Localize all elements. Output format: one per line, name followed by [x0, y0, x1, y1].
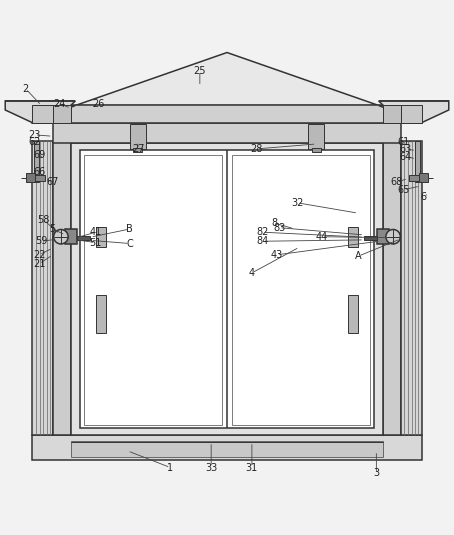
Bar: [32, 435, 422, 460]
Text: 21: 21: [33, 259, 45, 269]
Text: 33: 33: [205, 463, 217, 472]
Bar: [32, 105, 422, 123]
Text: 28: 28: [250, 144, 262, 154]
Bar: [71, 441, 383, 457]
Text: 22: 22: [33, 250, 45, 260]
Text: 27: 27: [133, 144, 145, 154]
Text: 1: 1: [168, 463, 173, 472]
Bar: [308, 124, 324, 149]
Bar: [34, 141, 39, 181]
Text: B: B: [126, 224, 133, 234]
Text: 3: 3: [373, 469, 380, 478]
Polygon shape: [5, 101, 75, 123]
Bar: [96, 227, 106, 247]
Bar: [71, 143, 383, 435]
Bar: [96, 295, 106, 333]
Bar: [34, 175, 45, 181]
Bar: [401, 141, 422, 435]
Bar: [383, 141, 401, 435]
Circle shape: [386, 230, 400, 244]
Bar: [130, 124, 146, 149]
Bar: [53, 123, 401, 143]
Text: C: C: [126, 239, 133, 249]
Text: 8: 8: [271, 218, 277, 228]
Bar: [133, 148, 142, 152]
Text: 68: 68: [390, 178, 403, 187]
Text: 23: 23: [29, 130, 41, 140]
Text: 62: 62: [29, 136, 41, 147]
Bar: [415, 141, 420, 181]
Bar: [377, 229, 389, 244]
Text: 26: 26: [92, 98, 104, 109]
Text: 32: 32: [291, 198, 303, 208]
Text: 69: 69: [33, 150, 45, 160]
Circle shape: [54, 230, 68, 244]
Text: 2: 2: [22, 83, 29, 94]
Bar: [401, 105, 422, 123]
Text: 63: 63: [400, 144, 412, 154]
Text: A: A: [355, 251, 361, 261]
Bar: [84, 155, 222, 425]
Text: 61: 61: [397, 136, 410, 147]
Text: 65: 65: [397, 185, 410, 195]
Text: 83: 83: [273, 223, 285, 233]
Bar: [65, 229, 77, 244]
Text: 66: 66: [33, 167, 45, 178]
Polygon shape: [75, 52, 379, 105]
Polygon shape: [379, 101, 449, 123]
Bar: [348, 227, 358, 247]
Bar: [409, 175, 420, 181]
Bar: [232, 155, 370, 425]
Bar: [26, 173, 35, 182]
Text: 25: 25: [193, 66, 206, 75]
Bar: [77, 236, 90, 240]
Bar: [53, 141, 71, 435]
Text: 41: 41: [89, 227, 102, 237]
Text: 59: 59: [35, 236, 48, 246]
Bar: [312, 148, 321, 152]
Text: 4: 4: [249, 268, 255, 278]
Text: 44: 44: [316, 232, 328, 242]
Bar: [32, 141, 53, 435]
Text: 43: 43: [271, 250, 283, 260]
Text: 64: 64: [400, 151, 412, 162]
Text: 31: 31: [246, 463, 258, 472]
Text: 84: 84: [256, 236, 268, 246]
Text: 67: 67: [47, 178, 59, 187]
Text: 82: 82: [256, 227, 268, 237]
Bar: [80, 150, 374, 428]
Bar: [348, 295, 358, 333]
Bar: [383, 105, 401, 123]
Text: 58: 58: [38, 215, 50, 225]
Text: 5: 5: [49, 224, 56, 234]
Text: 51: 51: [89, 238, 102, 248]
Text: 24: 24: [54, 98, 66, 109]
Bar: [419, 173, 428, 182]
Text: 6: 6: [421, 193, 427, 202]
Bar: [32, 105, 53, 123]
Bar: [53, 105, 71, 123]
Bar: [364, 236, 377, 240]
